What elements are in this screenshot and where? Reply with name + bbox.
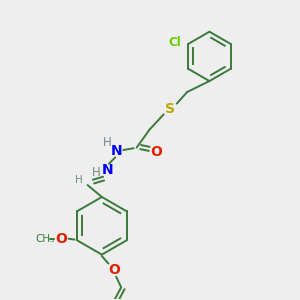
Text: H: H [103, 136, 112, 149]
Text: N: N [102, 163, 113, 177]
Text: S: S [165, 102, 175, 116]
Text: O: O [151, 146, 163, 159]
Text: H: H [75, 175, 83, 185]
Text: CH₃: CH₃ [35, 234, 55, 244]
Text: O: O [108, 263, 120, 277]
Text: Cl: Cl [168, 36, 181, 49]
Text: H: H [92, 166, 100, 179]
Text: O: O [56, 232, 68, 246]
Text: N: N [111, 144, 122, 158]
